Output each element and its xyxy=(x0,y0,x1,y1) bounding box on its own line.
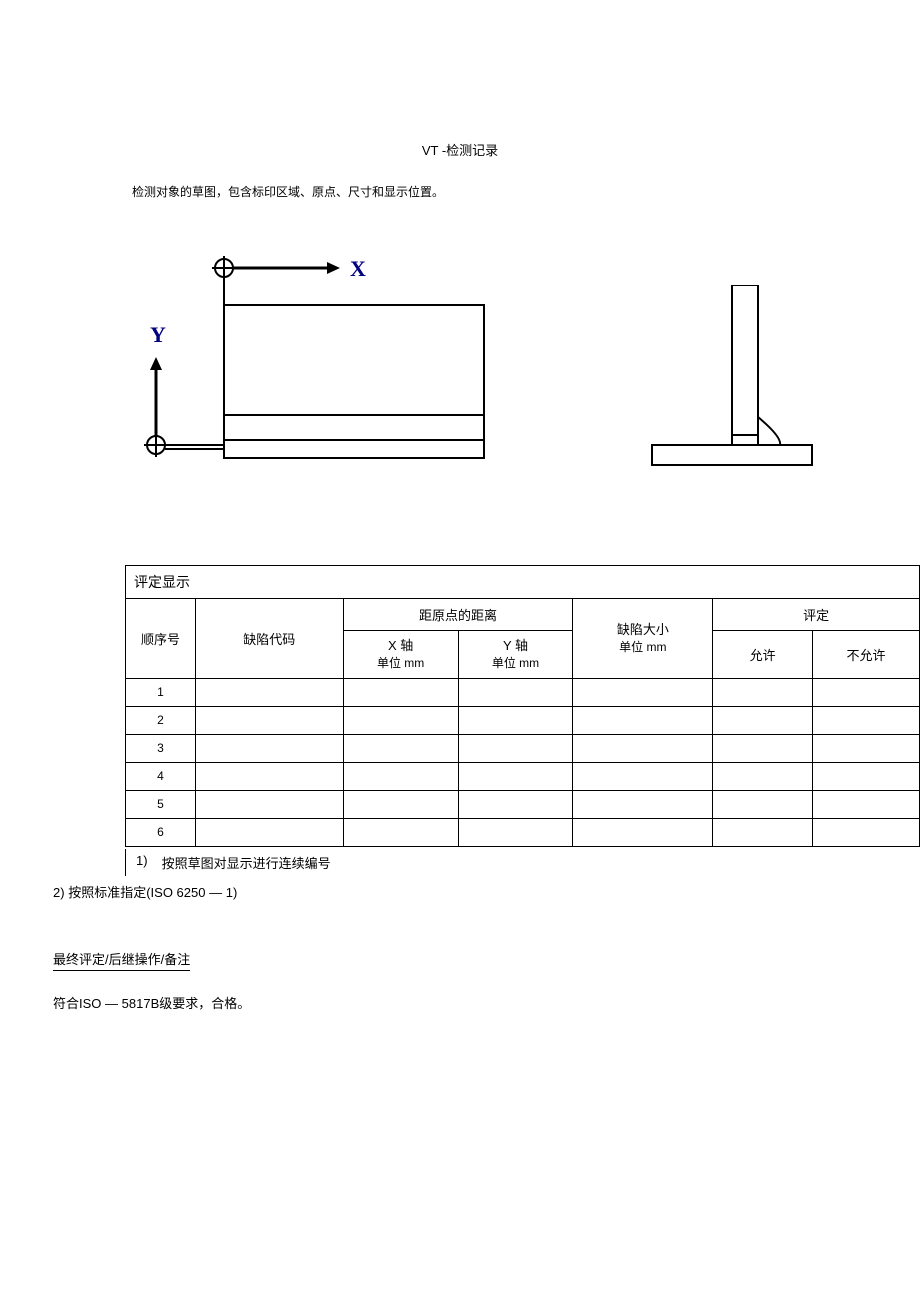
cell xyxy=(813,706,920,734)
diagram-xy-sketch: X Y xyxy=(132,250,492,475)
cell xyxy=(713,706,813,734)
cell xyxy=(713,818,813,846)
cell xyxy=(343,818,458,846)
page-title: VT -检测记录 xyxy=(0,140,920,159)
cell xyxy=(458,818,573,846)
cell xyxy=(813,790,920,818)
row-num: 4 xyxy=(126,762,196,790)
col-y-line2: 单位 mm xyxy=(463,655,569,672)
svg-text:X: X xyxy=(350,256,366,281)
col-allow: 允许 xyxy=(713,631,813,679)
final-dash: — xyxy=(105,996,118,1011)
cell xyxy=(343,734,458,762)
cell xyxy=(458,734,573,762)
cell xyxy=(195,790,343,818)
final-evaluation-section: 最终评定/后继操作/备注 符合ISO — 5817B级要求，合格。 xyxy=(53,949,920,1012)
table-section-title: 评定显示 xyxy=(126,566,920,599)
evaluation-table: 评定显示 顺序号 缺陷代码 距原点的距离 缺陷大小 单位 mm 评定 X 轴 单… xyxy=(125,565,920,847)
cell xyxy=(343,706,458,734)
cell xyxy=(713,734,813,762)
table-row: 2 xyxy=(126,706,920,734)
footnotes: 1) 按照草图对显示进行连续编号 2) 按照标准指定(ISO 6250 — 1) xyxy=(125,849,920,901)
table-row: 6 xyxy=(126,818,920,846)
col-disallow: 不允许 xyxy=(813,631,920,679)
table-row: 4 xyxy=(126,762,920,790)
cell xyxy=(195,818,343,846)
footnote-2-num: 2) xyxy=(53,885,65,900)
cell xyxy=(713,762,813,790)
title-prefix: VT xyxy=(422,143,442,158)
sketch-caption: 检测对象的草图，包含标印区域、原点、尺寸和显示位置。 xyxy=(132,183,920,200)
col-defect-code: 缺陷代码 xyxy=(195,599,343,679)
col-y-axis: Y 轴 单位 mm xyxy=(458,631,573,679)
cell xyxy=(713,790,813,818)
row-num: 5 xyxy=(126,790,196,818)
final-p2: 级要求，合格。 xyxy=(159,996,250,1011)
cell xyxy=(343,678,458,706)
evaluation-table-wrap: 评定显示 顺序号 缺陷代码 距原点的距离 缺陷大小 单位 mm 评定 X 轴 单… xyxy=(125,565,920,847)
footnote-2-one: 1 xyxy=(222,885,233,900)
cell xyxy=(458,790,573,818)
svg-text:Y: Y xyxy=(150,322,166,347)
diagram-row: X Y xyxy=(132,250,920,475)
cell xyxy=(573,790,713,818)
final-p1: 符合 xyxy=(53,996,79,1011)
cell xyxy=(813,762,920,790)
cell xyxy=(458,678,573,706)
table-row: 5 xyxy=(126,790,920,818)
col-defect-size: 缺陷大小 单位 mm xyxy=(573,599,713,679)
cell xyxy=(195,706,343,734)
cell xyxy=(573,734,713,762)
col-size-line2: 单位 mm xyxy=(577,639,708,656)
col-size-line1: 缺陷大小 xyxy=(577,621,708,639)
footnote-1: 1) 按照草图对显示进行连续编号 xyxy=(125,849,920,876)
col-sequence: 顺序号 xyxy=(126,599,196,679)
cell xyxy=(458,706,573,734)
table-row: 1 xyxy=(126,678,920,706)
dash: — xyxy=(209,885,222,900)
row-num: 1 xyxy=(126,678,196,706)
cell xyxy=(573,818,713,846)
footnote-2-cn: 按照标准指定 xyxy=(68,885,146,900)
diagram-tjoint-sketch xyxy=(622,285,822,475)
col-distance-group: 距原点的距离 xyxy=(343,599,573,631)
final-body: 符合ISO — 5817B级要求，合格。 xyxy=(53,993,920,1012)
row-num: 6 xyxy=(126,818,196,846)
cell xyxy=(343,790,458,818)
final-heading: 最终评定/后继操作/备注 xyxy=(53,949,190,971)
col-x-axis: X 轴 单位 mm xyxy=(343,631,458,679)
row-num: 3 xyxy=(126,734,196,762)
cell xyxy=(573,762,713,790)
footnote-1-num: 1) xyxy=(136,853,148,872)
cell xyxy=(343,762,458,790)
final-num: 5817B xyxy=(118,996,159,1011)
paren-close: ) xyxy=(233,885,237,900)
cell xyxy=(813,678,920,706)
footnote-2: 2) 按照标准指定(ISO 6250 — 1) xyxy=(53,882,920,901)
cell xyxy=(573,706,713,734)
col-x-line2: 单位 mm xyxy=(348,655,454,672)
table-row: 3 xyxy=(126,734,920,762)
cell xyxy=(713,678,813,706)
cell xyxy=(195,734,343,762)
cell xyxy=(195,678,343,706)
row-num: 2 xyxy=(126,706,196,734)
cell xyxy=(458,762,573,790)
cell xyxy=(813,734,920,762)
footnote-2-iso: ISO 6250 xyxy=(151,885,210,900)
col-y-line1: Y 轴 xyxy=(463,637,569,655)
cell xyxy=(195,762,343,790)
col-x-line1: X 轴 xyxy=(348,637,454,655)
final-iso: ISO xyxy=(79,996,105,1011)
cell xyxy=(573,678,713,706)
cell xyxy=(813,818,920,846)
footnote-1-text: 按照草图对显示进行连续编号 xyxy=(162,853,331,872)
col-eval-group: 评定 xyxy=(713,599,920,631)
title-suffix: -检测记录 xyxy=(442,143,498,158)
